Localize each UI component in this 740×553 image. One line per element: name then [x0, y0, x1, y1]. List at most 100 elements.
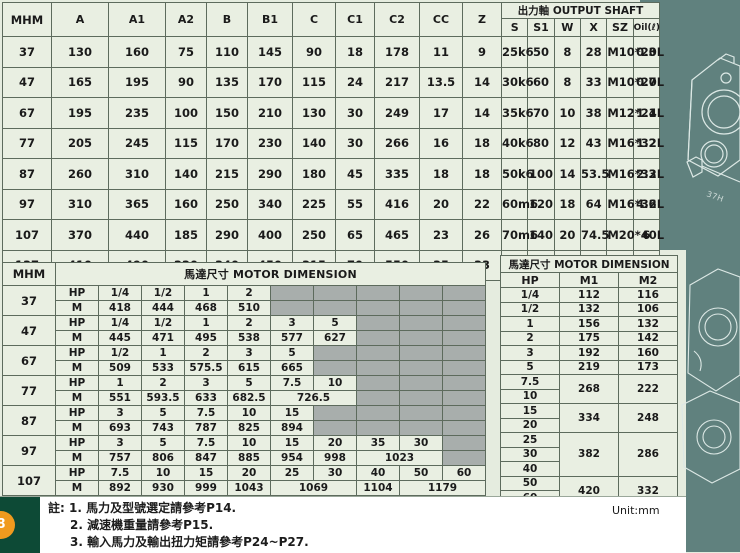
cell-s1: 60 — [527, 66, 555, 98]
motor-left-cell-value: 1179 — [399, 480, 486, 496]
motor-right-cell-m2: 222 — [618, 374, 678, 404]
motor-left-cell-empty — [313, 300, 357, 316]
col-header-s1: S1 — [527, 18, 555, 37]
motor-left-cell-value: 50 — [399, 465, 443, 481]
motor-right-cell-m2: 248 — [618, 403, 678, 433]
cell-oil: 2.3 — [632, 158, 661, 190]
motor-left-cell-value: 726.5 — [270, 390, 357, 406]
cell-a: 260 — [51, 158, 109, 190]
col-header-s: S — [500, 18, 529, 37]
cell-a1: 235 — [108, 97, 166, 129]
motor-dimension-left-table: MHM 馬達尺寸 MOTOR DIMENSION 37 HP 1/4 1/2 1 2 M 41… — [2, 262, 486, 526]
motor-left-cell-value: 1104 — [356, 480, 400, 496]
cell-s1: 120 — [527, 188, 555, 220]
motor-left-cell-empty — [313, 345, 357, 361]
page-number-block: 8 — [0, 497, 40, 553]
motor-right-row: 25 382 286 — [500, 432, 678, 477]
cell-c1: 45 — [335, 158, 375, 190]
motor-left-cell-value: 633 — [184, 390, 228, 406]
cell-c2: 335 — [374, 158, 420, 190]
motor-right-cell-hp: 1/4 — [500, 287, 560, 303]
cell-a: 165 — [51, 66, 109, 98]
motor-right-row: 15 334 248 — [500, 403, 678, 433]
col-header-sz: SZ — [606, 18, 634, 37]
motor-left-cell-value: 1/2 — [98, 345, 142, 361]
motor-left-cell-value: 445 — [98, 330, 142, 346]
col-header-b1: B1 — [247, 2, 293, 37]
note-line-2: 2. 減速機重量請參考P15. — [70, 518, 214, 532]
cell-a2: 90 — [165, 66, 207, 98]
cell-mhm: 77 — [2, 127, 52, 159]
motor-dimension-right-table: 馬達尺寸 MOTOR DIMENSION HP M1 M2 1/4 112 116 1… — [500, 255, 678, 520]
main-table-subheader-row: S S1 W X SZ Oil(ℓ) — [3, 18, 661, 37]
cell-cc: 13.5 — [419, 66, 463, 98]
motor-dimension-left-table-container: MHM 馬達尺寸 MOTOR DIMENSION 37 HP 1/4 1/2 1 2 M 41… — [2, 262, 488, 526]
motor-right-cell-hp: 30 — [500, 446, 560, 462]
col-header-c: C — [292, 2, 336, 37]
motor-left-cell-value: 10 — [227, 435, 271, 451]
motor-left-row: 87 HP 3 5 7.5 10 15 — [2, 405, 486, 436]
cell-z: 9 — [462, 36, 502, 68]
motor-left-cell-value: 3 — [98, 435, 142, 451]
motor-left-cell-value: 20 — [227, 465, 271, 481]
motor-left-cell-empty — [356, 345, 400, 361]
cell-mhm: 97 — [2, 188, 52, 220]
motor-left-row-label: M — [55, 330, 99, 346]
main-table-group-header-row: MHM A A1 A2 B B1 C C1 C2 CC Z 出力軸 OUTPUT… — [2, 2, 660, 37]
motor-right-cell-m2: 106 — [618, 301, 678, 317]
motor-left-cell-empty — [442, 285, 486, 301]
cell-c: 90 — [292, 36, 336, 68]
cell-s: 70m6 — [500, 219, 538, 251]
cell-b: 170 — [206, 127, 248, 159]
motor-left-cell-value: 593.5 — [141, 390, 185, 406]
motor-left-cell-value: 2 — [227, 315, 271, 331]
motor-left-cell-value: 15 — [184, 465, 228, 481]
cell-a1: 365 — [108, 188, 166, 220]
motor-left-cell-empty — [442, 330, 486, 346]
motor-left-row-label: M — [55, 480, 99, 496]
motor-left-cell-mhm: 67 — [2, 345, 56, 376]
motor-left-cell-empty — [399, 330, 443, 346]
motor-right-cell-m1: 268 — [559, 374, 619, 404]
cell-c1: 18 — [335, 36, 375, 68]
cell-b: 150 — [206, 97, 248, 129]
cell-s: 60m6 — [500, 188, 538, 220]
cell-z: 18 — [462, 158, 502, 190]
motor-left-row: M 892 930 999 1043 1069 1104 1179 — [3, 480, 486, 496]
col-header-x: X — [579, 18, 608, 37]
motor-left-cell-empty — [442, 345, 486, 361]
motor-left-cell-value: 894 — [270, 420, 314, 436]
cell-oil: 1.2 — [632, 127, 661, 159]
cell-w: 20 — [553, 219, 581, 251]
cell-w: 12 — [553, 127, 581, 159]
motor-left-header-row: MHM 馬達尺寸 MOTOR DIMENSION — [2, 262, 486, 286]
motor-left-cell-value: 15 — [270, 405, 314, 421]
motor-right-col-header-m1: M1 — [559, 272, 619, 288]
cell-sz: M20*40L — [606, 219, 664, 251]
motor-right-cell-hp: 40 — [500, 461, 560, 477]
motor-left-cell-empty — [399, 315, 443, 331]
motor-left-row-label: HP — [55, 435, 99, 451]
main-table-body: 3713016075110145901817811925k650828M10*2… — [2, 36, 664, 281]
cell-cc: 16 — [419, 127, 463, 159]
motor-left-cell-empty — [442, 360, 486, 376]
motor-left-row-label: HP — [55, 405, 99, 421]
motor-left-cell-value: 3 — [184, 375, 228, 391]
motor-left-cell-empty — [356, 405, 400, 421]
table-row: 87 260 310 140 215 290 180 45 335 18 18 50k6 100 14 53… — [2, 158, 664, 190]
motor-right-row: 5 219 173 — [500, 359, 678, 375]
motor-left-cell-value: 444 — [141, 300, 185, 316]
col-header-c2: C2 — [374, 2, 420, 37]
motor-left-row: M 693 743 787 825 894 — [3, 420, 486, 436]
cell-z: 14 — [462, 97, 502, 129]
output-shaft-dimension-table-container: MHM A A1 A2 B B1 C C1 C2 CC Z 出力軸 OUTPUT… — [2, 2, 664, 281]
motor-left-row-label: HP — [55, 345, 99, 361]
note-line-1: 註: 1. 馬力及型號選定請參考P14. — [48, 501, 237, 515]
motor-left-cell-value: 1023 — [356, 450, 443, 466]
col-header-w: W — [553, 18, 581, 37]
cell-mhm: 107 — [2, 219, 52, 251]
motor-left-cell-empty — [442, 390, 486, 406]
motor-left-cell-value: 538 — [227, 330, 271, 346]
motor-left-cell-empty — [356, 300, 400, 316]
cell-z: 14 — [462, 66, 502, 98]
